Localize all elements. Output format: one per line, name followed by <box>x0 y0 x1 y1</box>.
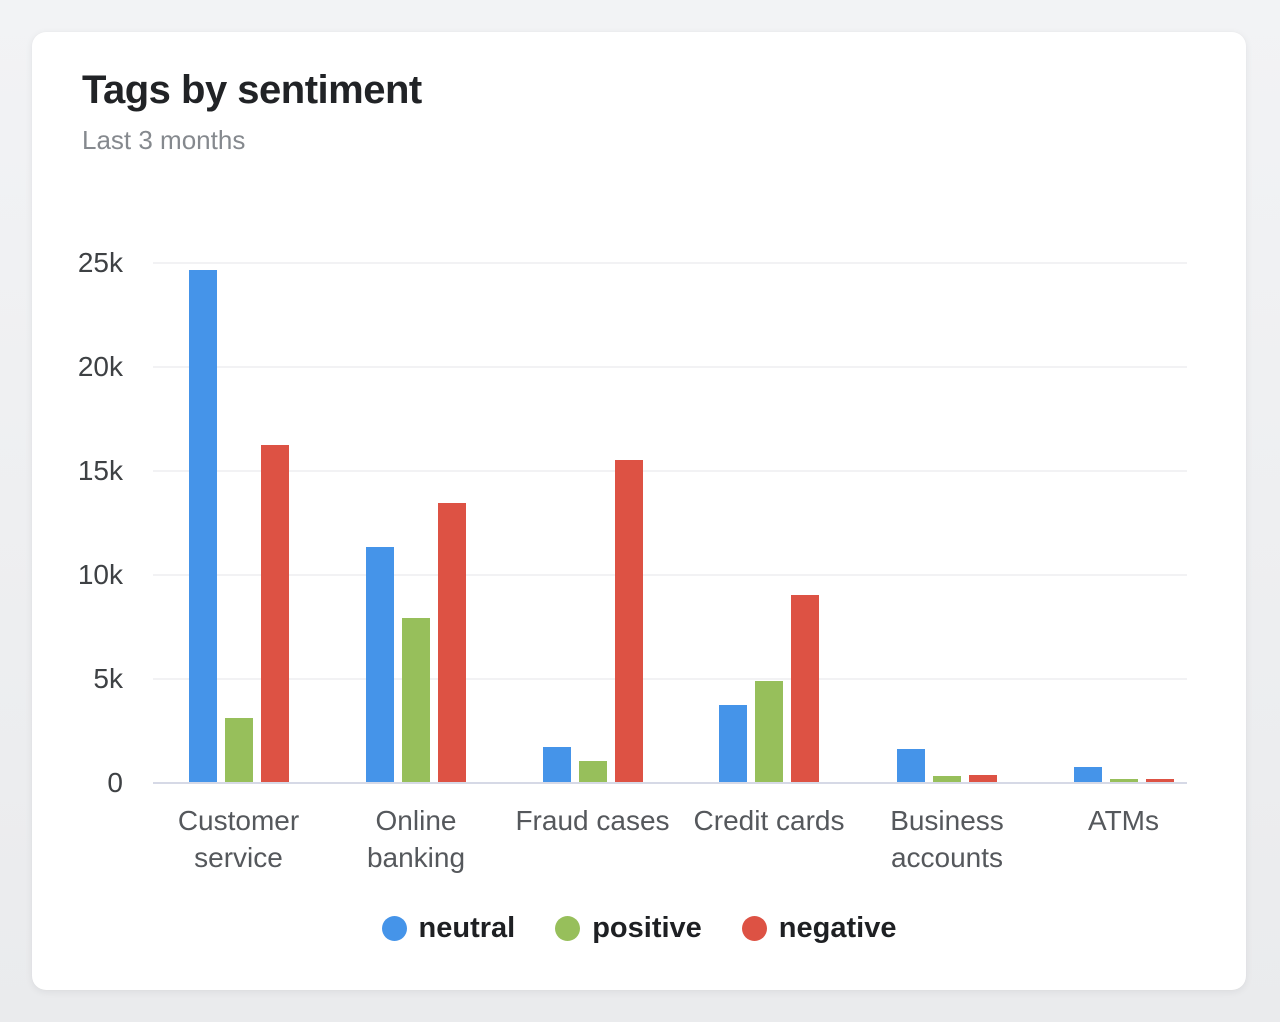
legend-item-neutral[interactable]: neutral <box>381 912 516 945</box>
x-axis-line <box>153 782 1187 784</box>
x-axis-category-label: Credit cards <box>693 805 845 836</box>
bar-positive[interactable] <box>933 775 961 782</box>
y-axis-tick-label-5k: 5k <box>93 663 123 694</box>
legend-item-negative[interactable]: negative <box>741 912 897 945</box>
bar-neutral[interactable] <box>366 547 394 782</box>
bar-chart-plot-area: 0 5k 10k 15k 20k 25k Customer service Online ba… <box>78 247 1187 873</box>
legend-label-neutral: neutral <box>418 912 516 944</box>
bar-positive[interactable] <box>755 681 783 782</box>
chart-title: Tags by sentiment <box>82 68 422 112</box>
y-axis-tick-label-25k: 25k <box>77 247 123 278</box>
legend-label-negative: negative <box>778 912 897 944</box>
legend-swatch-positive <box>555 916 581 941</box>
chart-subtitle: Last 3 months <box>82 125 246 155</box>
legend-label-positive: positive <box>592 912 702 944</box>
bar-negative[interactable] <box>969 775 997 782</box>
bar-neutral[interactable] <box>1073 767 1102 782</box>
bar-positive[interactable] <box>402 617 430 782</box>
bar-positive[interactable] <box>578 761 607 782</box>
gridline-20k <box>153 366 1187 368</box>
legend-swatch-neutral <box>381 916 407 941</box>
gridline-25k <box>153 262 1187 264</box>
y-axis-tick-label-20k: 20k <box>77 351 123 382</box>
y-axis-tick-label-10k: 10k <box>77 559 123 590</box>
bar-group-business-accounts <box>897 262 997 782</box>
bar-negative[interactable] <box>1145 778 1174 782</box>
bar-group-atms <box>1073 262 1174 782</box>
bar-group-customer-service <box>188 262 289 782</box>
x-axis-category-label: Fraud cases <box>515 805 670 836</box>
x-axis-category-label: ATMs <box>1087 805 1160 836</box>
bar-negative[interactable] <box>791 594 819 782</box>
bar-negative[interactable] <box>614 459 643 782</box>
bar-negative[interactable] <box>260 445 289 782</box>
chart-legend: neutral positive negative <box>32 912 1246 945</box>
x-axis-category-label: Customer service <box>177 805 300 873</box>
legend-swatch-negative <box>741 916 767 941</box>
bar-neutral[interactable] <box>897 748 925 782</box>
gridline-15k <box>153 470 1187 472</box>
y-axis-tick-label-0: 0 <box>107 767 123 798</box>
bar-group-fraud-cases <box>542 262 643 782</box>
bar-group-online-banking <box>366 262 466 782</box>
bar-neutral[interactable] <box>542 746 571 782</box>
legend-item-positive[interactable]: positive <box>555 912 702 945</box>
bar-neutral[interactable] <box>719 705 747 782</box>
bar-positive[interactable] <box>1109 778 1138 782</box>
gridline-5k <box>153 678 1187 680</box>
bar-positive[interactable] <box>224 717 253 782</box>
bar-group-credit-cards <box>719 262 819 782</box>
gridline-10k <box>153 574 1187 576</box>
x-axis-category-label: Online banking <box>366 805 466 873</box>
y-axis-tick-label-15k: 15k <box>77 455 123 486</box>
bar-neutral[interactable] <box>188 270 217 782</box>
bar-negative[interactable] <box>438 503 466 782</box>
x-axis-category-label: Business accounts <box>890 805 1004 873</box>
chart-card: Tags by sentiment Last 3 months 0 5k 10k 15… <box>32 32 1246 990</box>
